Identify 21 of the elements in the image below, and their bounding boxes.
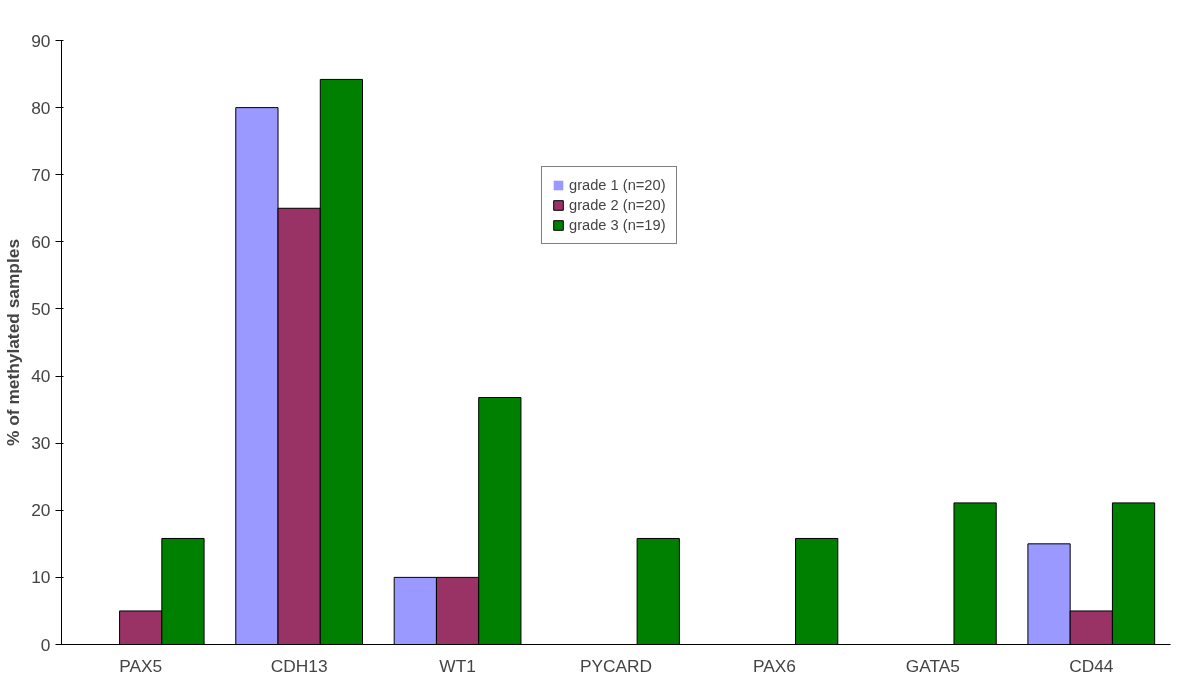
y-tick-label: 80 bbox=[31, 97, 51, 118]
y-tick-label: 20 bbox=[31, 500, 51, 521]
y-tick-label: 50 bbox=[31, 298, 51, 319]
x-tick-label: PAX5 bbox=[119, 655, 163, 676]
y-tick-label: 70 bbox=[31, 164, 51, 185]
y-axis-title: % of methylated samples bbox=[3, 238, 24, 447]
x-tick-label: PYCARD bbox=[579, 655, 653, 676]
x-tick-label: GATA5 bbox=[905, 655, 960, 676]
y-tick-label: 40 bbox=[31, 366, 51, 387]
legend-label: grade 1 (n=20) bbox=[569, 177, 666, 193]
x-tick-label: WT1 bbox=[439, 655, 476, 676]
y-tick-label: 60 bbox=[31, 231, 51, 252]
x-tick-label: PAX6 bbox=[752, 655, 796, 676]
x-tick-label: CD44 bbox=[1069, 655, 1114, 676]
y-tick-label: 0 bbox=[40, 634, 51, 655]
y-tick-label: 30 bbox=[31, 433, 51, 454]
x-tick-label: CDH13 bbox=[270, 655, 328, 676]
legend-label: grade 3 (n=19) bbox=[569, 217, 666, 233]
legend-label: grade 2 (n=20) bbox=[569, 197, 666, 213]
y-tick-label: 90 bbox=[31, 30, 51, 51]
y-tick-label: 10 bbox=[31, 567, 51, 588]
